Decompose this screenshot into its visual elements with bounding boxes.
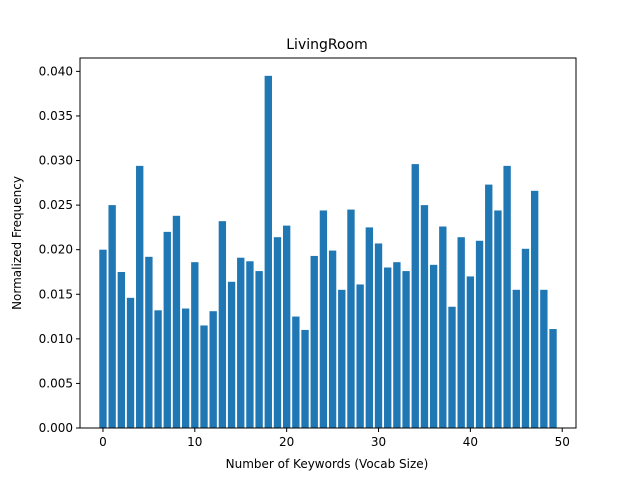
bar-3 (126, 297, 135, 428)
x-tick-label: 20 (279, 435, 294, 449)
bar-19 (273, 237, 282, 428)
y-tick-label: 0.005 (39, 376, 73, 390)
bar-8 (172, 215, 181, 428)
bar-20 (282, 225, 291, 428)
bars-group (99, 75, 557, 428)
bar-21 (292, 316, 300, 428)
bar-45 (512, 289, 520, 428)
bar-10 (191, 262, 199, 428)
bar-42 (485, 184, 493, 428)
bar-17 (255, 271, 263, 428)
bar-30 (374, 243, 383, 428)
x-tick-label: 10 (187, 435, 202, 449)
x-tick-label: 30 (371, 435, 386, 449)
chart-title: LivingRoom (286, 37, 368, 53)
bar-23 (310, 255, 318, 428)
bar-27 (347, 209, 355, 428)
x-axis-ticks: 0 10 20 30 40 50 (99, 428, 570, 449)
x-tick-label: 50 (555, 435, 570, 449)
bar-6 (154, 310, 162, 428)
bar-40 (466, 276, 475, 428)
y-tick-label: 0.025 (39, 198, 73, 212)
bar-14 (227, 281, 236, 428)
bar-38 (448, 306, 456, 428)
bar-9 (181, 308, 190, 428)
bar-47 (530, 190, 539, 428)
bar-0 (99, 249, 107, 428)
x-tick-label: 40 (463, 435, 478, 449)
bar-1 (108, 205, 116, 428)
bar-18 (264, 75, 272, 428)
bar-2 (117, 271, 126, 428)
bar-4 (136, 165, 144, 428)
bar-25 (328, 250, 337, 428)
y-tick-label: 0.035 (39, 109, 73, 123)
x-axis-label: Number of Keywords (Vocab Size) (226, 457, 429, 471)
bar-22 (301, 329, 309, 428)
bar-29 (365, 227, 374, 428)
bar-43 (494, 210, 502, 428)
y-axis-label: Normalized Frequency (10, 176, 24, 310)
bar-5 (145, 256, 153, 428)
bar-32 (393, 262, 401, 428)
y-tick-label: 0.010 (39, 332, 73, 346)
bar-46 (521, 248, 530, 428)
bar-39 (457, 237, 465, 428)
plot-frame (79, 57, 577, 429)
y-tick-label: 0.030 (39, 154, 73, 168)
bar-44 (503, 165, 511, 428)
y-axis-ticks: 0.000 0.005 0.010 0.015 0.020 0.025 0.030 0.035… (39, 64, 80, 435)
bar-41 (475, 240, 484, 428)
bar-24 (319, 210, 328, 428)
bar-28 (356, 284, 364, 428)
y-tick-label: 0.040 (39, 64, 73, 78)
bar-35 (420, 205, 429, 428)
bar-31 (384, 267, 392, 428)
bar-48 (540, 289, 548, 428)
bar-11 (200, 325, 208, 428)
bar-49 (549, 329, 557, 428)
bar-16 (246, 261, 254, 428)
bar-13 (218, 221, 227, 428)
y-tick-label: 0.015 (39, 287, 73, 301)
x-tick-label: 0 (99, 435, 107, 449)
y-tick-label: 0.020 (39, 243, 73, 257)
bar-7 (163, 231, 171, 428)
bar-33 (402, 271, 410, 428)
bar-36 (429, 264, 438, 428)
bar-37 (439, 226, 447, 428)
bar-15 (237, 257, 245, 428)
bar-34 (411, 164, 419, 428)
bar-12 (209, 311, 217, 428)
y-tick-label: 0.000 (39, 421, 73, 435)
bar-26 (338, 289, 346, 428)
